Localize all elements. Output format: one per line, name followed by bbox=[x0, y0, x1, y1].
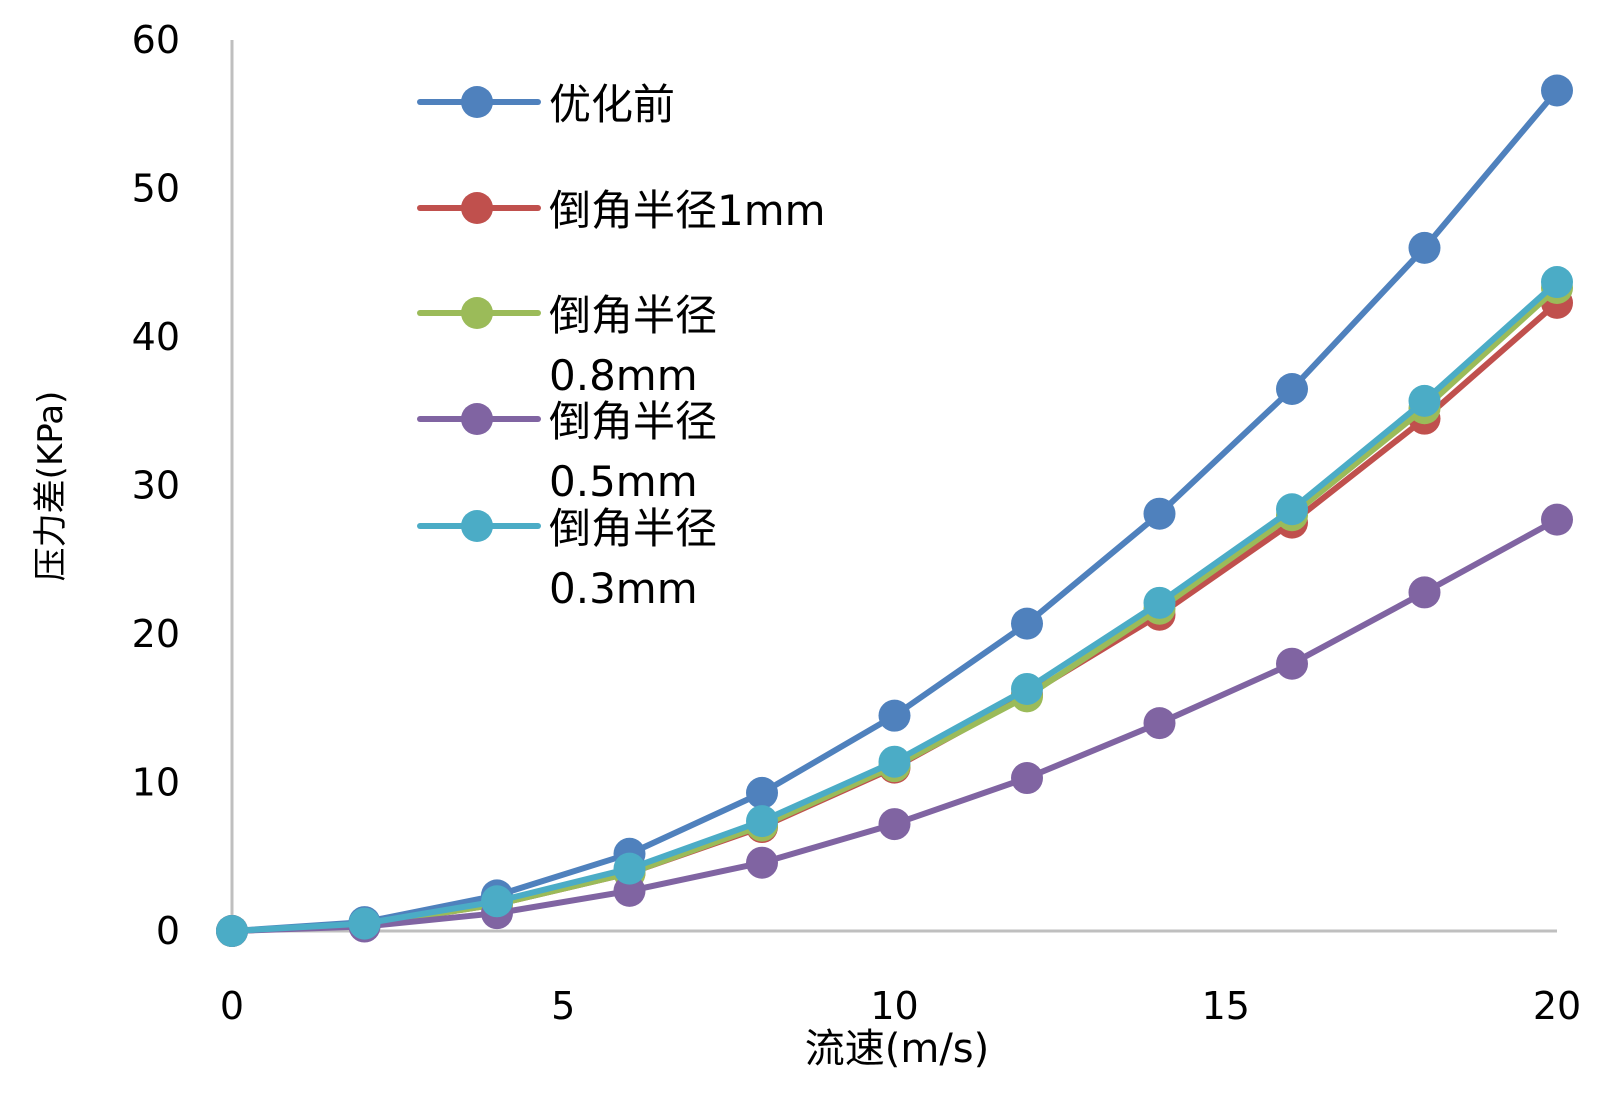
data-point bbox=[878, 745, 911, 778]
data-point bbox=[1408, 576, 1441, 609]
data-point bbox=[878, 808, 911, 841]
tick-labels: 0 10 20 30 40 50 60 0 5 10 15 20 bbox=[132, 18, 1582, 1028]
x-tick-label: 20 bbox=[1533, 984, 1581, 1028]
legend-label: 0.3mm bbox=[549, 564, 698, 613]
data-point bbox=[1011, 672, 1043, 705]
legend-swatch-marker bbox=[461, 297, 493, 329]
data-point bbox=[1143, 707, 1176, 740]
data-point bbox=[746, 776, 778, 809]
y-tick-label: 0 bbox=[156, 909, 180, 953]
legend-item: 倒角半径 0.3mm bbox=[417, 504, 717, 613]
y-tick-label: 10 bbox=[132, 761, 180, 805]
y-tick-label: 20 bbox=[132, 612, 180, 656]
data-point bbox=[1408, 384, 1441, 417]
data-point bbox=[1143, 497, 1176, 530]
legend-label: 0.8mm bbox=[549, 351, 698, 400]
y-tick-label: 60 bbox=[132, 18, 180, 62]
y-tick-label: 50 bbox=[132, 167, 180, 211]
y-tick-label: 30 bbox=[132, 464, 180, 508]
x-tick-label: 5 bbox=[551, 984, 575, 1028]
data-point bbox=[1143, 586, 1176, 619]
series-5 bbox=[216, 266, 1573, 947]
legend-swatch-marker bbox=[461, 86, 493, 118]
series-2 bbox=[216, 286, 1573, 947]
data-point bbox=[1541, 503, 1573, 536]
x-tick-label: 15 bbox=[1202, 984, 1250, 1028]
data-point bbox=[1011, 762, 1043, 795]
series-line bbox=[229, 87, 1560, 934]
data-point bbox=[1276, 647, 1308, 680]
data-point bbox=[746, 846, 778, 879]
legend-label: 倒角半径 bbox=[549, 291, 717, 340]
legend-label: 倒角半径 bbox=[549, 397, 717, 446]
legend-label: 倒角半径 bbox=[549, 504, 717, 553]
legend-label: 倒角半径1mm bbox=[549, 186, 826, 235]
legend-swatch-marker bbox=[461, 403, 493, 435]
data-point bbox=[1541, 74, 1573, 107]
data-point bbox=[1011, 607, 1043, 640]
data-point bbox=[746, 805, 778, 838]
x-tick-label: 0 bbox=[220, 984, 244, 1028]
axes bbox=[230, 40, 1557, 933]
data-point bbox=[613, 874, 646, 907]
x-tick-label: 10 bbox=[870, 984, 918, 1028]
data-point bbox=[216, 915, 248, 947]
series-layer bbox=[216, 74, 1573, 947]
data-point bbox=[1541, 266, 1573, 299]
data-point bbox=[1276, 493, 1308, 526]
legend-swatch-marker bbox=[461, 510, 493, 542]
legend-item: 优化前 bbox=[417, 80, 675, 129]
data-point bbox=[1276, 372, 1308, 405]
data-point bbox=[613, 852, 646, 885]
legend-item: 倒角半径1mm bbox=[417, 186, 826, 235]
data-point bbox=[348, 907, 381, 940]
legend-item: 倒角半径 0.8mm bbox=[417, 291, 717, 400]
data-point bbox=[1408, 231, 1441, 264]
y-axis-title: 压力差(KPa) bbox=[31, 391, 71, 582]
y-tick-label: 40 bbox=[132, 315, 180, 359]
legend-item: 倒角半径 0.5mm bbox=[417, 397, 717, 506]
data-point bbox=[878, 699, 911, 732]
series-3 bbox=[216, 271, 1573, 947]
legend-label: 0.5mm bbox=[549, 457, 698, 506]
data-point bbox=[481, 885, 513, 918]
legend-swatch-marker bbox=[461, 192, 493, 224]
legend-label: 优化前 bbox=[549, 80, 675, 129]
x-axis-title: 流速(m/s) bbox=[805, 1026, 990, 1072]
